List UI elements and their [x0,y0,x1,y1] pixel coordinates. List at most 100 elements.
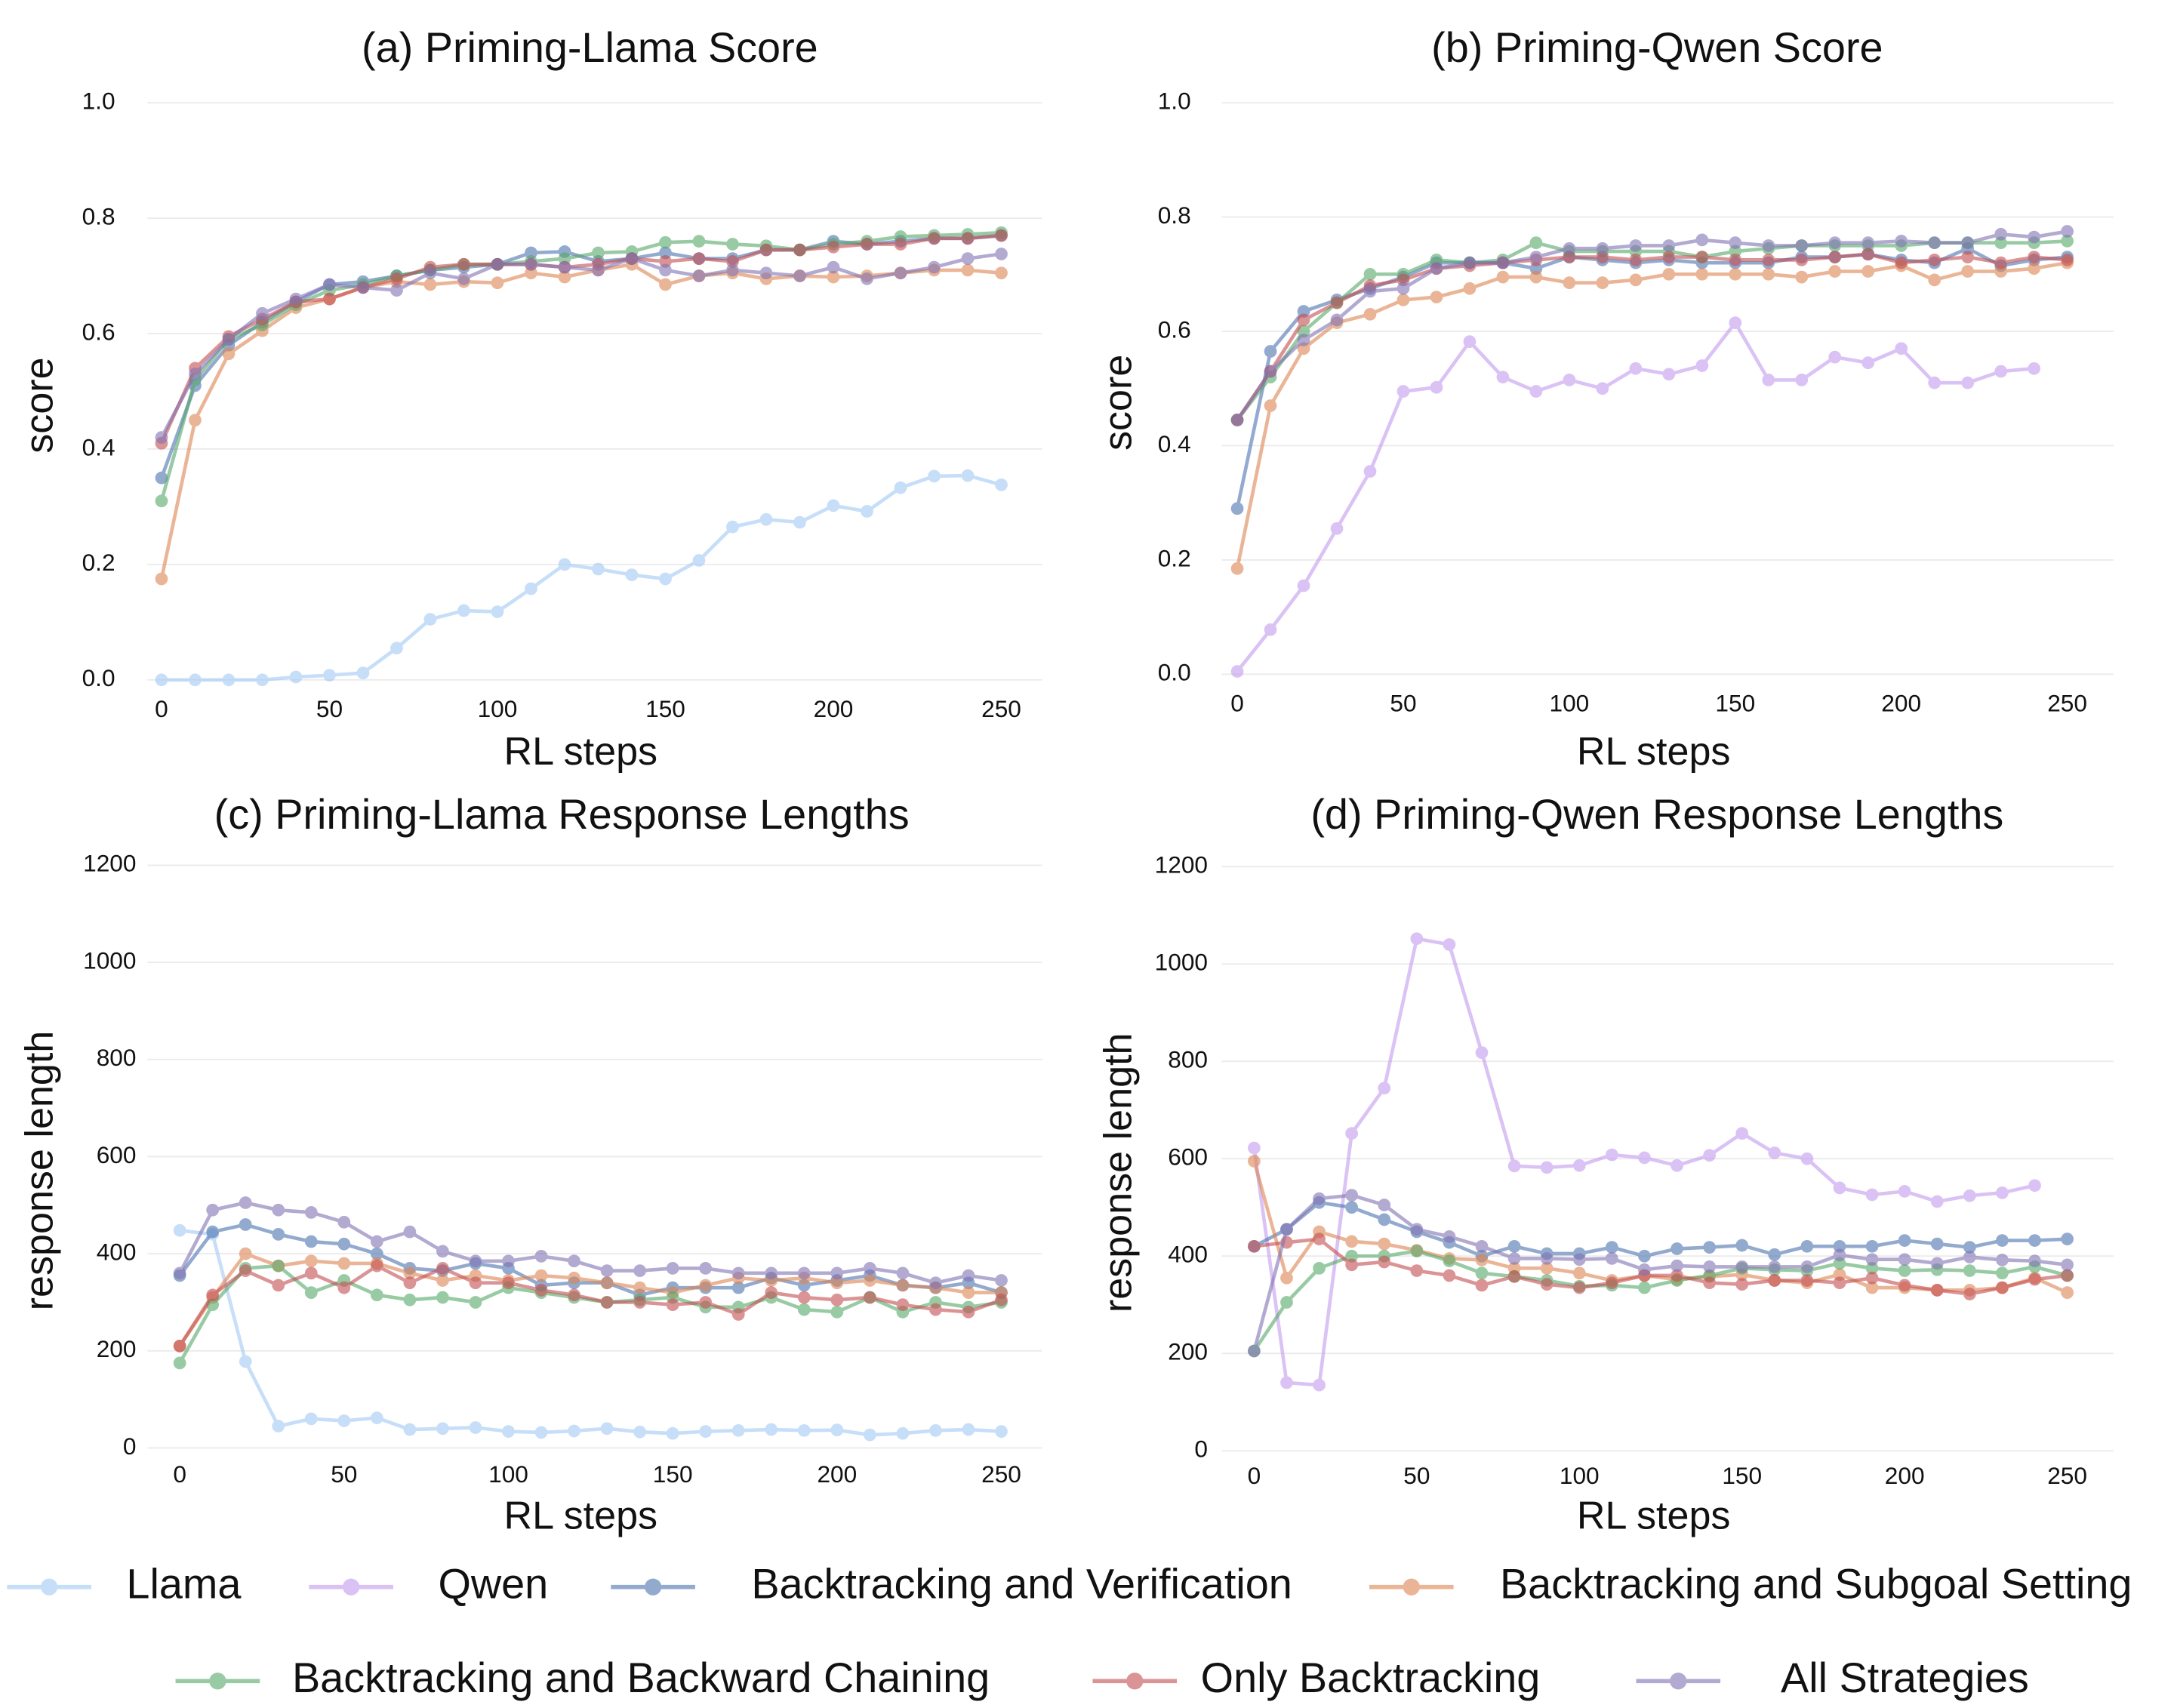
data-point [1638,1151,1651,1165]
data-point [864,1291,876,1304]
data-point [1540,1278,1554,1291]
data-point [692,235,706,248]
x-tick-label: 150 [653,1460,693,1488]
data-point [1795,239,1809,252]
series-only-backtracking [1248,1233,2074,1300]
legend-entry: Backtracking and Verification [611,1559,1292,1607]
y-tick-label: 400 [1168,1241,1208,1268]
data-point [1596,276,1609,290]
data-point [1662,251,1676,263]
data-point [1330,296,1344,309]
data-point [797,1266,811,1280]
data-point [896,1426,910,1440]
data-point [239,1264,252,1278]
x-tick-label: 250 [2047,690,2087,717]
data-point [1865,1271,1879,1285]
data-point [1928,376,1942,389]
legend-label: All Strategies [1781,1654,2029,1701]
data-point [155,572,168,586]
data-point [256,673,269,687]
x-tick-label: 100 [478,695,518,722]
data-point [1768,1146,1781,1159]
data-point [1475,1279,1489,1292]
data-point [1529,236,1543,250]
data-point [1695,359,1709,372]
data-point [1297,579,1310,592]
data-point [592,263,605,277]
data-point [1496,270,1510,284]
data-point [1629,362,1643,375]
data-point [600,1276,614,1290]
data-point [568,1271,580,1285]
data-point [304,1206,318,1219]
data-point [793,515,806,529]
data-point [1540,1252,1554,1265]
data-point [1475,1266,1489,1280]
data-point [929,1423,942,1437]
data-point [436,1245,449,1258]
data-point [1629,254,1643,266]
series-line [1236,239,2068,421]
data-point [830,1293,844,1306]
x-tick-label: 50 [331,1460,357,1488]
data-point [239,1196,252,1209]
data-point [534,1249,548,1263]
data-point [797,1423,811,1437]
x-tick-label: 0 [173,1460,186,1488]
data-point [1861,248,1875,261]
series-llama [155,469,1008,687]
data-point [1345,1189,1359,1202]
series-qwen [1230,316,2040,678]
x-tick-label: 100 [488,1460,528,1488]
data-point [423,266,437,280]
data-point [1898,1279,1911,1292]
y-tick-label: 0.2 [82,549,115,576]
data-point [304,1286,318,1299]
data-point [1928,273,1942,287]
legend-label: Backtracking and Subgoal Setting [1500,1559,2132,1607]
data-point [1963,1288,1976,1300]
data-point [2028,262,2040,275]
data-point [830,1423,844,1437]
data-point [1898,1264,1911,1277]
data-point [272,1279,285,1292]
data-point [1396,294,1410,306]
data-point [1735,1278,1749,1291]
series-backtracking-and-verification [173,1218,1008,1302]
y-tick-label: 200 [1168,1338,1208,1365]
x-tick-label: 100 [1550,690,1590,717]
data-point [370,1288,383,1302]
data-point [1563,242,1576,255]
data-point [1396,385,1410,398]
data-point [1996,1281,2009,1294]
data-point [894,266,907,280]
data-point [864,1274,876,1287]
data-point [323,278,336,291]
y-tick-label: 1000 [83,946,136,974]
data-point [370,1259,383,1273]
data-point [1800,1274,1814,1287]
x-tick-label: 100 [1560,1462,1600,1489]
data-point [1800,1239,1814,1253]
data-point [1264,399,1277,412]
data-point [659,246,672,260]
series-line [159,233,1002,445]
data-point [1280,1376,1293,1389]
data-point [1729,236,1742,250]
data-point [189,414,202,427]
data-point [1230,502,1244,515]
data-point [633,1425,646,1439]
data-point [304,1254,318,1268]
data-point [304,1235,318,1248]
data-point [1313,1233,1326,1246]
data-point [1996,1266,2009,1280]
data-point [1898,1234,1911,1247]
data-point [1345,1201,1359,1214]
data-point [1662,267,1676,281]
data-point [1833,1239,1846,1253]
data-point [356,666,370,679]
data-point [633,1296,646,1309]
data-point [1280,1296,1293,1309]
data-point [659,255,672,268]
